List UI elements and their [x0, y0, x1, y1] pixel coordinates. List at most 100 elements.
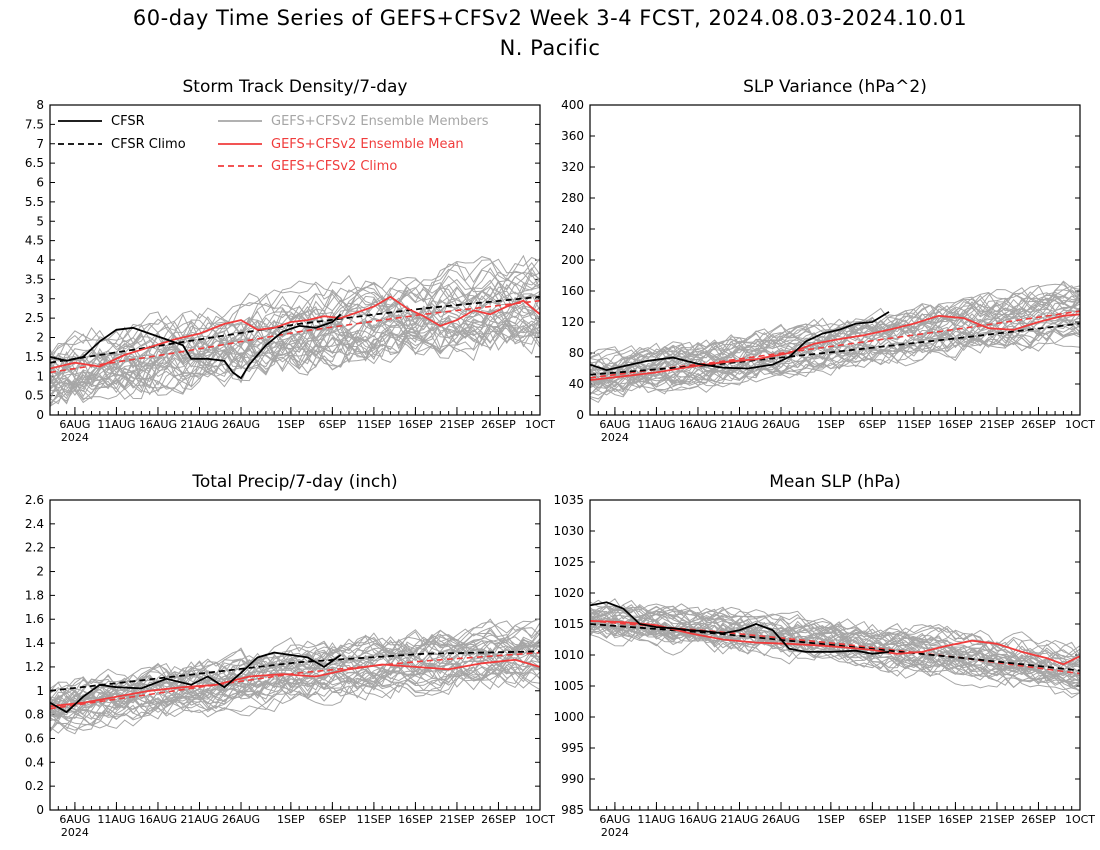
x-tick-label: 11AUG: [97, 813, 135, 826]
y-tick-label: 1: [36, 369, 44, 383]
ensemble-members: [590, 280, 1080, 404]
ensemble-members: [50, 254, 540, 407]
y-tick-label: 985: [561, 803, 584, 817]
legend-members-label: GEFS+CFSv2 Ensemble Members: [271, 114, 489, 129]
y-tick-label: 1.4: [25, 636, 44, 650]
y-tick-label: 2.5: [25, 311, 44, 325]
x-tick-label: 26AUG: [762, 813, 800, 826]
ensemble-member-line: [50, 325, 540, 404]
x-tick-label: 21AUG: [180, 418, 218, 431]
ensemble-member-line: [590, 319, 1080, 395]
y-tick-label: 0.5: [25, 389, 44, 403]
ensemble-member-line: [50, 261, 540, 366]
plot-frame: [589, 104, 1081, 416]
y-tick-label: 160: [561, 284, 584, 298]
x-tick-label: 11AUG: [637, 813, 675, 826]
ensemble-member-line: [590, 283, 1080, 374]
panel-title: Storm Track Density/7-day: [183, 77, 408, 97]
ensemble-member-line: [590, 605, 1080, 669]
ensemble-member-line: [50, 305, 540, 405]
y-tick-label: 2.4: [25, 517, 44, 531]
series-line-cfsr: [590, 601, 890, 655]
x-year-label: 2024: [61, 826, 89, 839]
x-tick-label: 26SEP: [1021, 813, 1056, 826]
series-line-cfsr-climo: [50, 295, 540, 364]
y-tick-label: 5: [36, 214, 44, 228]
x-tick-label: 1SEP: [277, 813, 305, 826]
x-tick-label: 26SEP: [1021, 418, 1056, 431]
x-tick-label: 26AUG: [222, 813, 260, 826]
ensemble-member-line: [50, 632, 540, 707]
plot-frame: [49, 499, 541, 811]
y-tick-label: 4: [36, 253, 44, 267]
ensemble-member-line: [590, 295, 1080, 380]
ensemble-member-line: [590, 328, 1080, 400]
x-tick-label: 16SEP: [938, 813, 973, 826]
ensemble-member-line: [590, 614, 1080, 677]
ensemble-member-line: [590, 295, 1080, 378]
chart-panel-3: Total Precip/7-day (inch)00.20.40.60.811…: [25, 472, 555, 839]
x-tick-label: 6SEP: [859, 813, 887, 826]
ensemble-member-line: [590, 289, 1080, 361]
x-tick-label: 1OCT: [1065, 813, 1095, 826]
x-tick-label: 16AUG: [679, 813, 717, 826]
x-tick-label: 26SEP: [481, 418, 516, 431]
chart-panel-4: Mean SLP (hPa) 985 990 995 1000 1005 1010 1015 1…: [553, 472, 1095, 839]
ensemble-members: [50, 617, 540, 735]
x-tick-label: 6AUG: [599, 418, 630, 431]
series-line-mean: [590, 313, 1080, 381]
ensemble-member-line: [50, 278, 540, 385]
x-tick-label: 11AUG: [97, 418, 135, 431]
y-tick-label: 360: [561, 129, 584, 143]
y-tick-label: 3.5: [25, 272, 44, 286]
ensemble-member-line: [50, 254, 540, 374]
ensemble-member-line: [590, 281, 1080, 362]
ensemble-member-line: [590, 305, 1080, 382]
ensemble-member-line: [50, 634, 540, 710]
ensemble-member-line: [590, 614, 1080, 685]
ensemble-member-line: [50, 282, 540, 375]
legend-mean-label: GEFS+CFSv2 Ensemble Mean: [271, 137, 464, 152]
y-tick-label: 80: [569, 346, 584, 360]
y-tick-label: 1025: [553, 555, 584, 569]
y-tick-label: 7: [36, 137, 44, 151]
x-tick-label: 16AUG: [679, 418, 717, 431]
y-tick-label: 1010: [553, 648, 584, 662]
legend-cfsr-label: CFSR: [111, 114, 145, 129]
series-line-cfsr: [50, 651, 342, 714]
y-tick-label: 0: [36, 408, 44, 422]
x-tick-label: 1OCT: [525, 813, 555, 826]
x-tick-label: 6SEP: [319, 418, 347, 431]
series-line-cfsr-climo: [590, 322, 1080, 376]
x-tick-label: 16SEP: [398, 418, 433, 431]
x-tick-label: 26AUG: [222, 418, 260, 431]
x-tick-label: 16SEP: [398, 813, 433, 826]
x-tick-label: 21SEP: [980, 418, 1015, 431]
series-line-mean: [590, 620, 1080, 666]
ensemble-member-line: [590, 331, 1080, 396]
y-tick-label: 1.2: [25, 660, 44, 674]
y-tick-label: 8: [36, 98, 44, 112]
x-year-label: 2024: [601, 431, 629, 444]
ensemble-members: [590, 598, 1080, 699]
x-tick-label: 11SEP: [357, 418, 392, 431]
series-line-cfsr: [50, 313, 342, 380]
x-tick-label: 21AUG: [720, 418, 758, 431]
series-line-mean: [50, 295, 540, 370]
series-line-cfsr-climo: [590, 623, 1080, 672]
ensemble-member-line: [590, 322, 1080, 393]
legend-cfsr-climo-label: CFSR Climo: [111, 137, 186, 152]
ensemble-member-line: [50, 627, 540, 706]
plot-frame: [589, 499, 1081, 811]
y-tick-label: 1020: [553, 586, 584, 600]
y-tick-label: 0: [576, 408, 584, 422]
x-tick-label: 11SEP: [897, 418, 932, 431]
ensemble-member-line: [50, 267, 540, 367]
ensemble-member-line: [50, 293, 540, 390]
x-tick-label: 1SEP: [277, 418, 305, 431]
ensemble-member-line: [50, 617, 540, 704]
y-tick-label: 0.4: [25, 755, 44, 769]
legend: CFSR CFSR Climo GEFS+CFSv2 Ensemble Member…: [58, 114, 489, 174]
x-year-label: 2024: [61, 431, 89, 444]
